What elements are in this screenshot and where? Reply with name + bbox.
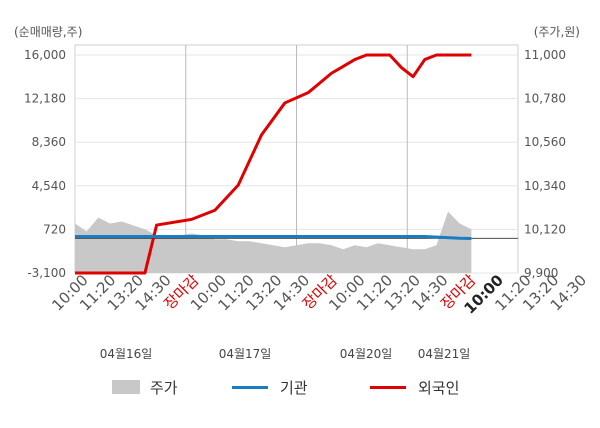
price-area-layer <box>75 211 472 273</box>
series-line-layer <box>75 53 472 275</box>
left-tick-label: 16,000 <box>24 48 66 62</box>
right-axis-unit: (주가,원) <box>534 25 580 39</box>
right-tick-label: 11,000 <box>524 48 566 62</box>
legend-item-price: 주가 <box>112 372 178 402</box>
series-line-institution <box>75 234 472 241</box>
foreign-swatch <box>370 385 406 389</box>
right-tick-label: 10,560 <box>524 135 566 149</box>
left-tick-label: -3,100 <box>27 266 66 280</box>
left-tick-label: 12,180 <box>24 92 66 106</box>
series-area-price <box>75 211 472 273</box>
left-tick-label: 8,360 <box>32 135 66 149</box>
date-label: 04월16일 <box>100 347 153 361</box>
left-axis-unit: (순매매량,주) <box>14 25 82 39</box>
chart: 16,000 12,180 8,360 4,540 720 -3,100 11,000 10… <box>14 25 590 361</box>
right-axis: 11,000 10,780 10,560 10,340 10,120 9,900 <box>524 48 566 280</box>
date-label: 04월17일 <box>219 347 272 361</box>
x-axis: 10:0011:2013:2014:30장마감10:0011:2013:2014… <box>48 271 590 318</box>
date-label: 04월21일 <box>418 347 471 361</box>
left-axis: 16,000 12,180 8,360 4,540 720 -3,100 <box>24 48 66 280</box>
institution-swatch <box>232 385 268 389</box>
legend-item-foreign: 외국인 <box>370 372 459 402</box>
right-tick-label: 10,120 <box>524 222 566 236</box>
legend-label-institution: 기관 <box>280 378 308 397</box>
date-axis: 04월16일 04월17일 04월20일 04월21일 <box>100 347 471 361</box>
legend-item-institution: 기관 <box>232 372 308 402</box>
legend: 주가 기관 외국인 <box>0 372 600 402</box>
left-tick-label: 4,540 <box>32 179 66 193</box>
price-swatch <box>112 380 140 394</box>
right-tick-label: 10,340 <box>524 179 566 193</box>
series-line-foreign <box>75 53 472 275</box>
left-tick-label: 720 <box>43 222 66 236</box>
date-label: 04월20일 <box>340 347 393 361</box>
legend-label-price: 주가 <box>150 378 178 397</box>
legend-label-foreign: 외국인 <box>418 378 460 397</box>
right-tick-label: 10,780 <box>524 92 566 106</box>
right-tick-label: 9,900 <box>524 266 558 280</box>
